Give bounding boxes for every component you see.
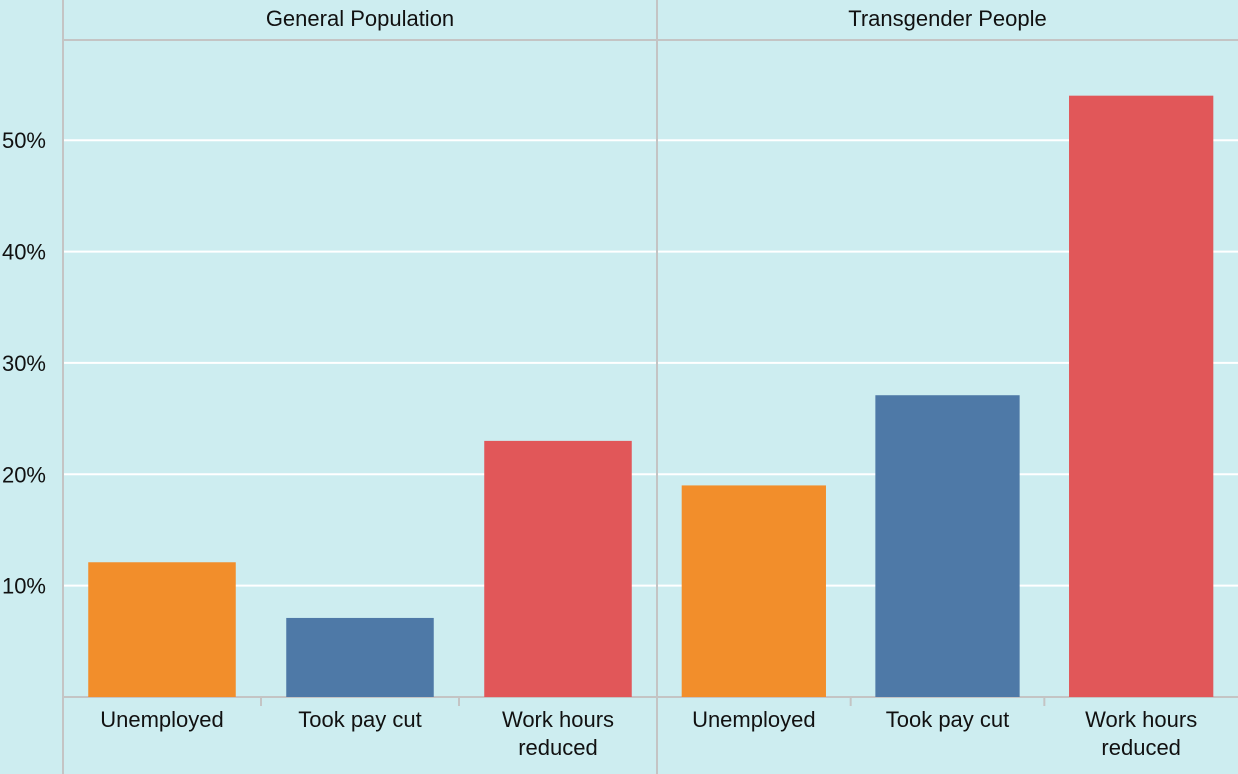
- y-tick-label: 40%: [2, 240, 46, 265]
- bar: [286, 617, 434, 697]
- y-tick-label: 10%: [2, 574, 46, 599]
- x-category-label: Work hours reduced: [1085, 707, 1197, 760]
- x-category-label: Took pay cut: [298, 707, 422, 732]
- x-category-label: Unemployed: [100, 707, 224, 732]
- x-category-label: Work hours reduced: [502, 707, 614, 760]
- y-tick-label: 50%: [2, 128, 46, 153]
- bar: [1069, 95, 1214, 697]
- x-category-label: Unemployed: [692, 707, 816, 732]
- bar: [88, 562, 236, 697]
- y-tick-label: 30%: [2, 351, 46, 376]
- bar: [484, 440, 632, 697]
- bar: [875, 395, 1020, 697]
- panel-title: Transgender People: [848, 6, 1047, 31]
- bar: [681, 485, 826, 697]
- x-category-label: Took pay cut: [886, 707, 1010, 732]
- panel-title: General Population: [266, 6, 454, 31]
- y-tick-label: 20%: [2, 462, 46, 487]
